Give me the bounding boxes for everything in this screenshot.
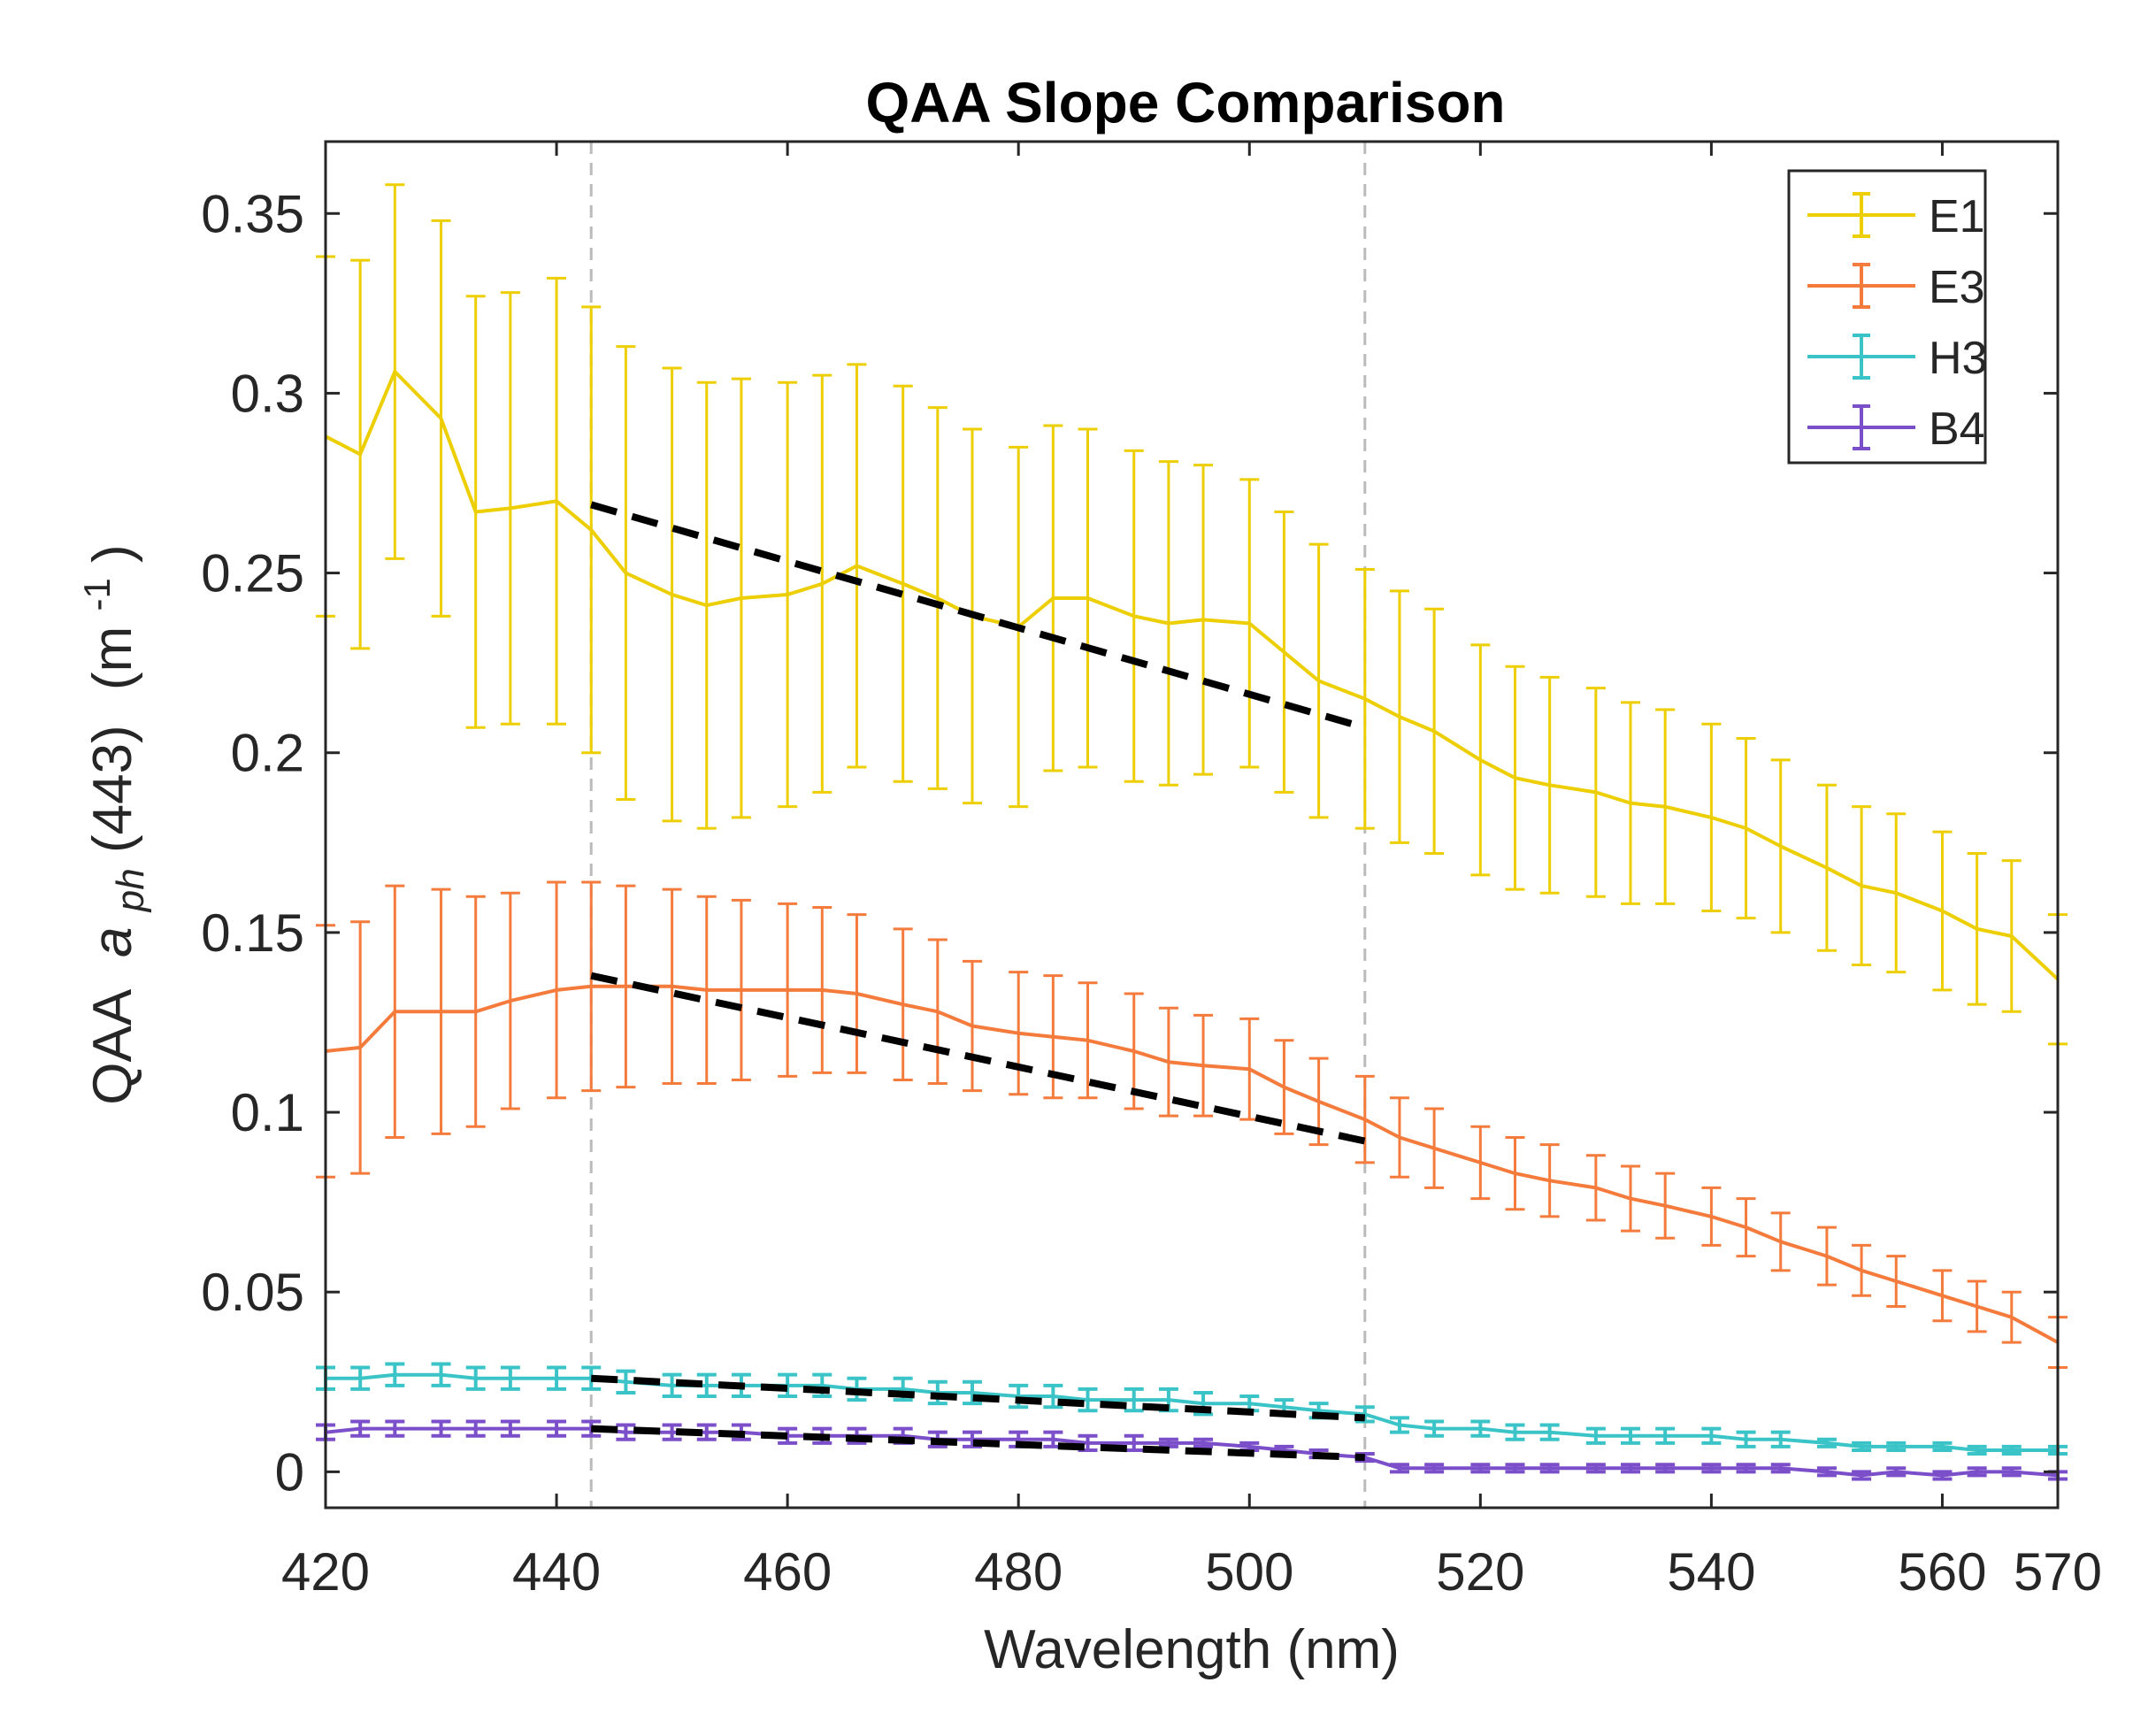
slope-fit-b4 — [591, 1425, 1365, 1462]
x-tick-label: 440 — [512, 1542, 601, 1602]
y-tick-label: 0.2 — [231, 724, 304, 783]
y-label-unit-open: (m — [82, 626, 143, 690]
x-tick-label: 420 — [281, 1542, 370, 1602]
legend-label-h3: H3 — [1929, 333, 1987, 384]
series-line-e3 — [325, 984, 2059, 1344]
plot-frame — [324, 140, 2060, 1510]
axis-ticks — [324, 142, 2060, 1508]
x-tick-label: 540 — [1667, 1542, 1755, 1602]
x-tick-label: 480 — [974, 1542, 1063, 1602]
x-tick-label: 520 — [1436, 1542, 1524, 1602]
legend: E1 E3 H3 B4 — [1787, 169, 1987, 465]
y-label-prefix: QAA — [82, 988, 143, 1105]
slope-fit-lines — [590, 501, 1366, 1462]
y-label-band: (443) — [82, 725, 143, 853]
y-tick-label: 0.05 — [201, 1263, 304, 1322]
y-tick-label: 0.1 — [231, 1083, 304, 1142]
y-tick-label: 0.35 — [201, 184, 304, 243]
y-tick-label: 0.15 — [201, 903, 304, 963]
x-tick-label: 560 — [1898, 1542, 1986, 1602]
slope-fit-e1 — [590, 501, 1366, 732]
y-tick-label: 0.3 — [231, 364, 304, 423]
y-label-unit-close: ) — [82, 544, 143, 563]
legend-label-e3: E3 — [1929, 262, 1985, 313]
x-tick-label: 570 — [2014, 1542, 2102, 1602]
y-axis-label: QAA a ph (443) (m -1 ) — [61, 544, 156, 1104]
x-tick-labels: 420 440 460 480 500 520 540 560 570 — [281, 1542, 2102, 1602]
legend-label-b4: B4 — [1929, 403, 1985, 455]
legend-label-e1: E1 — [1929, 191, 1985, 242]
chart-title: QAA Slope Comparison — [865, 71, 1505, 134]
x-tick-label: 460 — [743, 1542, 832, 1602]
y-label-subscript: ph — [109, 868, 152, 913]
slope-fit-e3 — [590, 972, 1366, 1145]
y-label-unit-exp: -1 — [76, 578, 118, 611]
x-tick-label: 500 — [1205, 1542, 1293, 1602]
y-tick-labels: 0 0.05 0.1 0.15 0.2 0.25 0.3 0.35 — [201, 184, 304, 1502]
y-tick-label: 0 — [275, 1442, 304, 1502]
y-label-symbol: a — [82, 926, 143, 957]
slope-fit-h3 — [591, 1374, 1366, 1422]
legend-box — [1787, 169, 1987, 465]
x-axis-label: Wavelength (nm) — [984, 1619, 1400, 1680]
y-tick-label: 0.25 — [201, 544, 304, 603]
series-line-e1 — [325, 370, 2060, 981]
